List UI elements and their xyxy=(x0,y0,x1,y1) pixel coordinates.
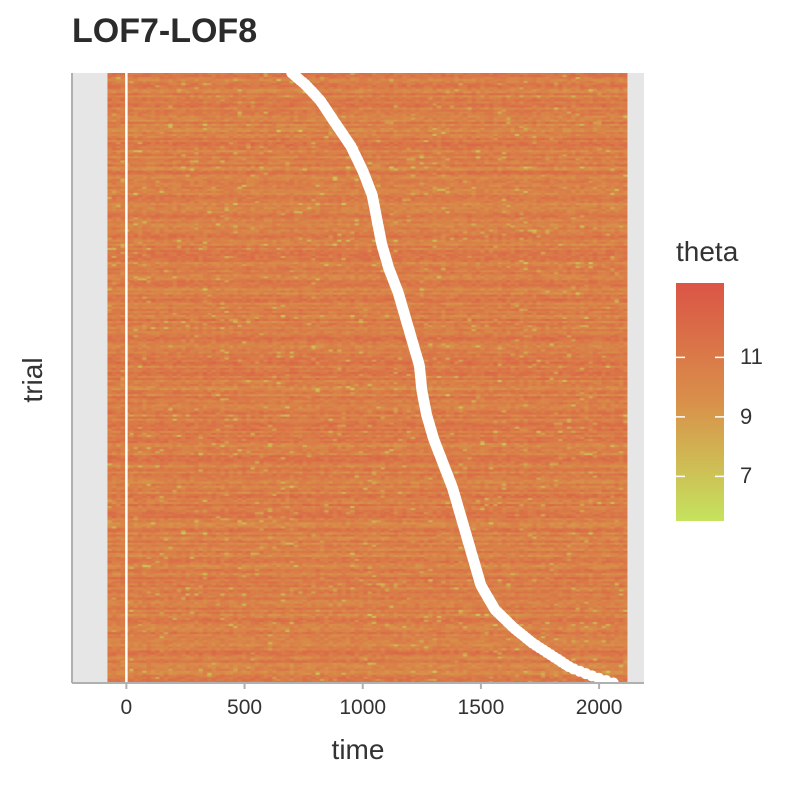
x-tick-label: 500 xyxy=(227,696,262,719)
colorbar xyxy=(676,283,724,521)
x-axis-label: time xyxy=(331,734,385,765)
x-tick-label: 2000 xyxy=(576,696,623,719)
colorbar-ticks xyxy=(676,356,724,478)
colorbar-title: theta xyxy=(676,236,739,267)
heatmap-raster xyxy=(107,73,628,683)
chart-title: LOF7-LOF8 xyxy=(72,12,258,50)
y-axis-label: trial xyxy=(17,357,48,403)
x-tick-label: 1000 xyxy=(339,696,386,719)
colorbar-tick-label: 9 xyxy=(740,403,753,429)
x-tick-label: 1500 xyxy=(458,696,505,719)
response-time-points xyxy=(286,67,619,689)
x-tick-label: 0 xyxy=(121,696,133,719)
colorbar-tick-label: 11 xyxy=(740,344,763,370)
x-axis-ticks: 0 500 1000 1500 2000 xyxy=(121,683,623,719)
heatmap-image xyxy=(107,73,628,683)
colorbar-tick-label: 7 xyxy=(740,463,753,489)
